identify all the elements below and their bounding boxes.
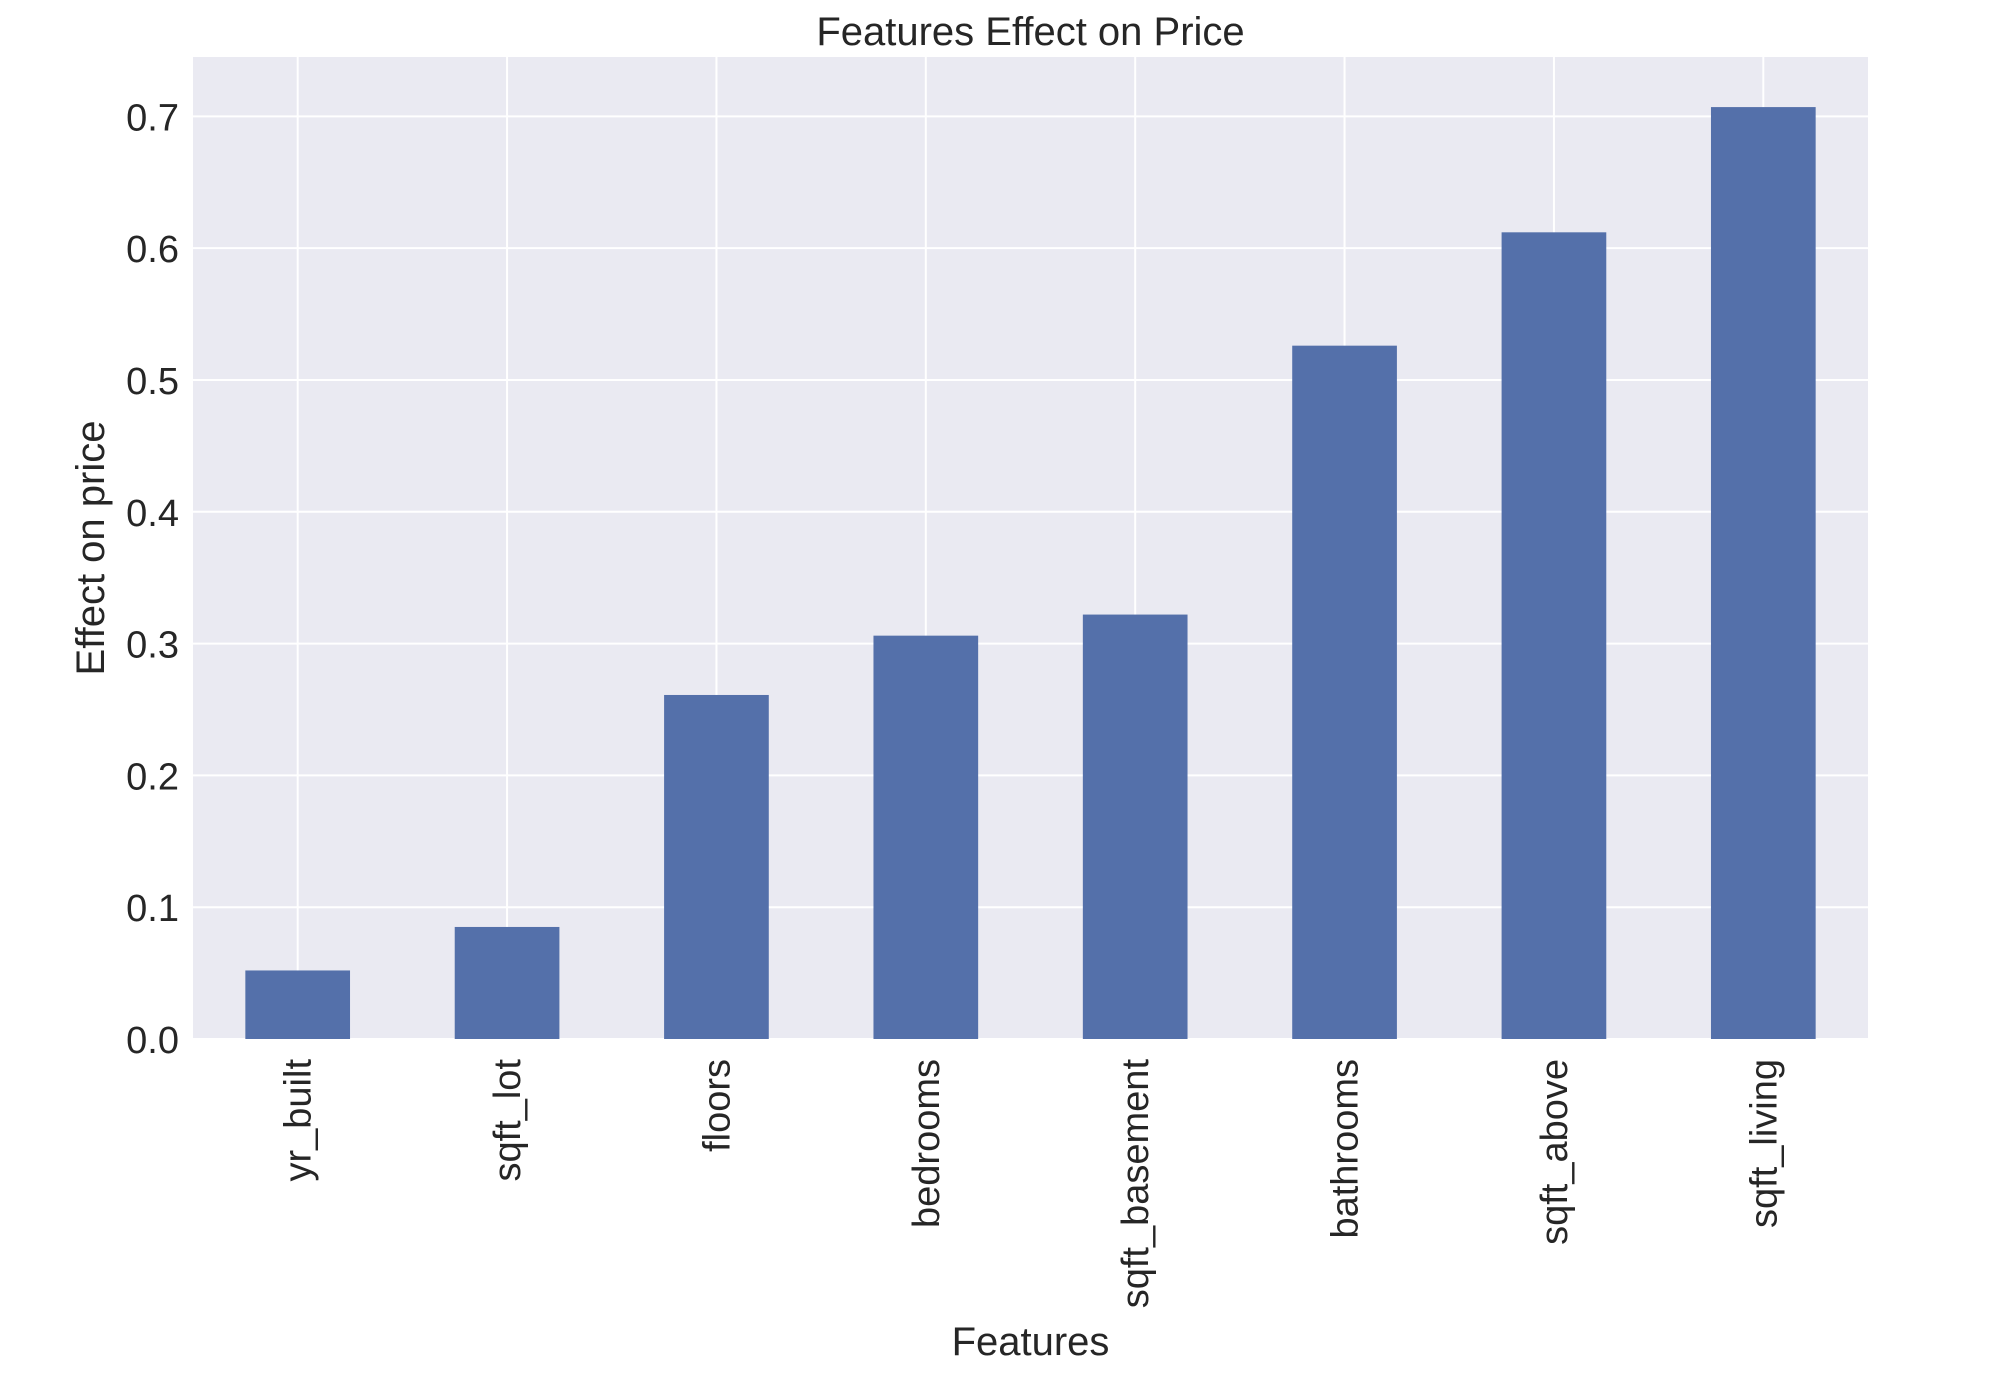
chart-title: Features Effect on Price	[816, 10, 1244, 54]
y-tick-label: 0.2	[126, 756, 179, 798]
bars	[245, 107, 1816, 1040]
bar-sqft_above	[1501, 232, 1607, 1040]
plot-area	[193, 57, 1868, 1039]
bar-bedrooms	[873, 635, 979, 1039]
bar-sqft_basement	[1082, 614, 1188, 1039]
bar-bathrooms	[1292, 345, 1397, 1039]
y-tick-label: 0.3	[126, 625, 179, 667]
y-axis-label: Effect on price	[69, 421, 113, 676]
x-tick-label: floors	[696, 1059, 738, 1152]
y-tick-label: 0.0	[126, 1020, 179, 1062]
x-tick-label: sqft_lot	[487, 1059, 529, 1182]
x-tick-label: sqft_living	[1743, 1059, 1785, 1228]
bar-yr_built	[245, 970, 351, 1039]
x-tick-label: yr_built	[278, 1059, 320, 1182]
bar-floors	[664, 694, 769, 1039]
x-axis-ticks: yr_built sqft_lot floors bedrooms sqft_basem…	[278, 1059, 1786, 1309]
bar-sqft_lot	[454, 926, 560, 1039]
y-tick-label: 0.7	[126, 97, 179, 139]
bar-sqft_living	[1710, 107, 1816, 1039]
y-tick-label: 0.4	[126, 493, 179, 535]
y-tick-label: 0.5	[126, 361, 179, 403]
x-tick-label: bedrooms	[906, 1059, 948, 1228]
y-tick-label: 0.1	[126, 888, 179, 930]
x-tick-label: sqft_above	[1534, 1059, 1576, 1245]
x-axis-label: Features	[952, 1320, 1110, 1364]
y-tick-label: 0.6	[126, 229, 179, 271]
x-tick-label: sqft_basement	[1115, 1059, 1157, 1309]
y-axis-ticks: 0.0 0.1 0.2 0.3 0.4 0.5 0.6 0.7	[126, 97, 179, 1062]
x-tick-label: bathrooms	[1325, 1059, 1367, 1239]
